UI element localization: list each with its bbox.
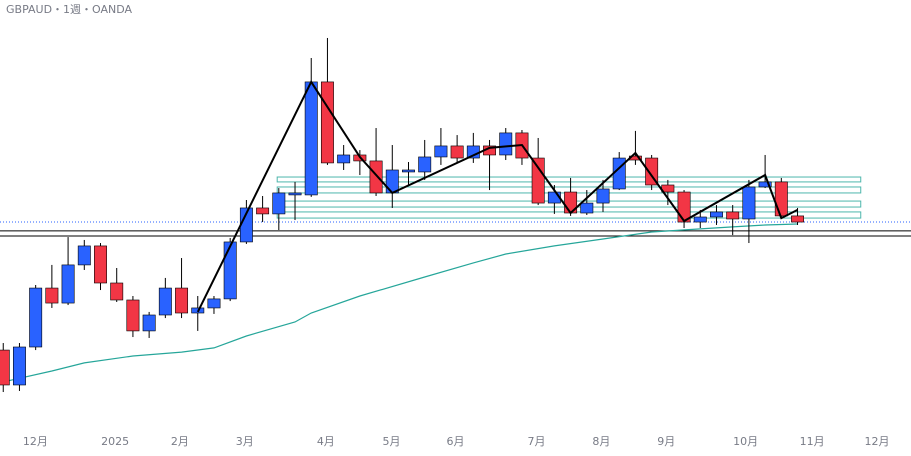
candle-body bbox=[223, 241, 237, 300]
x-tick-label: 2025 bbox=[101, 435, 129, 448]
x-tick-label: 3月 bbox=[236, 435, 254, 448]
candle-body bbox=[531, 157, 545, 204]
zigzag-line bbox=[196, 79, 798, 313]
candle-body bbox=[207, 298, 221, 309]
candle-body bbox=[774, 181, 788, 217]
candle-body bbox=[304, 81, 318, 196]
x-tick-label: 5月 bbox=[382, 435, 400, 448]
candle-body bbox=[142, 314, 156, 332]
candle-body bbox=[434, 145, 448, 158]
candle-body bbox=[45, 287, 59, 304]
candle-body bbox=[12, 346, 26, 386]
x-tick-label: 12月 bbox=[864, 435, 889, 448]
candle-body bbox=[580, 202, 594, 214]
candle-body bbox=[742, 186, 756, 220]
candle-body bbox=[645, 157, 659, 186]
moving-average bbox=[3, 223, 798, 383]
candle-body bbox=[288, 192, 302, 196]
candle-body bbox=[450, 145, 464, 159]
candle-body bbox=[337, 154, 351, 164]
candle-body bbox=[402, 169, 415, 173]
candle-body bbox=[77, 245, 91, 266]
candle-body bbox=[272, 192, 286, 215]
candle-body bbox=[320, 81, 334, 164]
candle-body bbox=[693, 216, 707, 223]
candle-body bbox=[256, 207, 270, 215]
candle-body bbox=[61, 264, 75, 304]
x-tick-label: 6月 bbox=[447, 435, 465, 448]
candle-body bbox=[726, 211, 740, 220]
candle-body bbox=[110, 282, 124, 301]
x-tick-label: 7月 bbox=[528, 435, 546, 448]
candle-body bbox=[94, 245, 107, 284]
candle-body bbox=[710, 211, 723, 218]
x-tick-label: 10月 bbox=[733, 435, 758, 448]
zone bbox=[276, 176, 862, 183]
x-tick-label: 9月 bbox=[657, 435, 675, 448]
candle-body bbox=[418, 156, 432, 173]
candle-body bbox=[758, 181, 772, 188]
chart-title: GBPAUD・1週・OANDA bbox=[6, 3, 133, 16]
x-tick-label: 2月 bbox=[171, 435, 189, 448]
candle-body bbox=[29, 287, 43, 348]
x-tick-label: 8月 bbox=[592, 435, 610, 448]
candle-body bbox=[369, 160, 383, 194]
candle-body bbox=[791, 215, 804, 223]
candle-body bbox=[158, 287, 172, 316]
x-tick-label: 11月 bbox=[800, 435, 825, 448]
candle-body bbox=[126, 299, 140, 332]
x-tick-label: 4月 bbox=[317, 435, 335, 448]
x-tick-label: 12月 bbox=[23, 435, 48, 448]
candle-body bbox=[499, 132, 513, 156]
candle-body bbox=[596, 188, 610, 204]
candle-body bbox=[175, 287, 189, 314]
candle-body bbox=[0, 349, 10, 386]
